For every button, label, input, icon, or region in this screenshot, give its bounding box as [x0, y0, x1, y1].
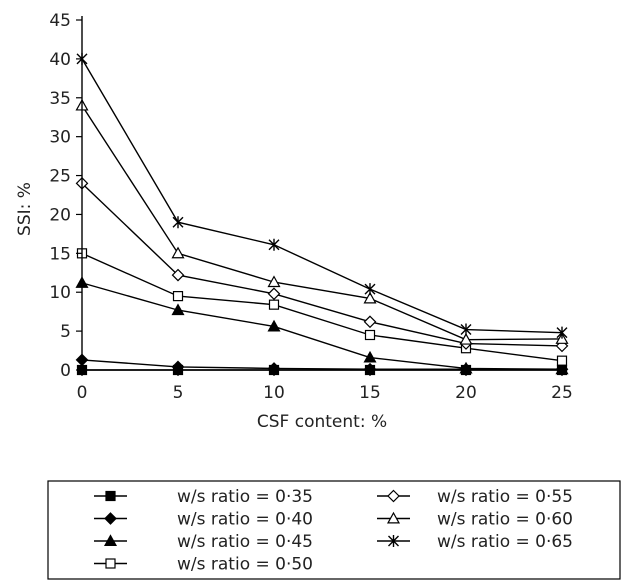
data-point	[268, 238, 280, 251]
legend-box	[47, 480, 621, 580]
y-axis-title: SSI: %	[15, 182, 35, 236]
data-point	[364, 283, 376, 296]
data-point	[460, 323, 472, 336]
legend-item: w/s ratio = 0·35	[94, 487, 313, 507]
legend: w/s ratio = 0·35w/s ratio = 0·40w/s rati…	[47, 480, 621, 580]
data-point	[171, 246, 185, 259]
legend-label: w/s ratio = 0·35	[177, 487, 313, 507]
series-line	[81, 105, 563, 341]
y-tick-label: 40	[49, 50, 71, 70]
legend-label: w/s ratio = 0·55	[437, 487, 573, 507]
series-line	[81, 359, 562, 370]
data-point	[267, 319, 281, 332]
legend-label: w/s ratio = 0·40	[177, 510, 313, 530]
y-tick-label: 0	[60, 361, 71, 381]
data-point	[171, 303, 185, 316]
series-line	[81, 282, 563, 370]
legend-item: w/s ratio = 0·50	[94, 555, 313, 575]
legend-marker	[105, 558, 116, 569]
data-point	[556, 326, 568, 339]
plot-area	[75, 52, 569, 376]
y-tick-label: 5	[60, 322, 71, 342]
x-tick-label: 10	[263, 383, 285, 403]
legend-marker	[104, 512, 117, 525]
data-point	[171, 268, 185, 282]
data-point	[172, 216, 184, 229]
x-tick-label: 0	[77, 383, 88, 403]
data-point	[363, 291, 377, 304]
x-axis-title: CSF content: %	[257, 412, 387, 432]
x-tick-label: 25	[551, 383, 573, 403]
y-tick-label: 35	[49, 89, 71, 109]
series-3	[75, 276, 569, 375]
data-point	[267, 287, 281, 301]
y-tick-label: 10	[49, 283, 71, 303]
legend-item: w/s ratio = 0·55	[377, 487, 573, 507]
data-point	[556, 355, 568, 366]
data-point	[172, 291, 184, 302]
legend-label: w/s ratio = 0·60	[437, 510, 573, 530]
legend-marker	[105, 490, 116, 502]
series-6	[75, 98, 569, 345]
data-point	[363, 350, 377, 363]
series-line	[81, 252, 563, 362]
legend-item: w/s ratio = 0·60	[377, 510, 573, 530]
legend-label: w/s ratio = 0·45	[177, 532, 313, 552]
legend-label: w/s ratio = 0·50	[177, 555, 313, 575]
data-point	[364, 329, 376, 341]
legend-marker	[103, 534, 118, 547]
legend-item: w/s ratio = 0·40	[94, 510, 313, 530]
legend-marker	[388, 535, 399, 547]
y-tick-label: 45	[49, 11, 71, 31]
data-point	[459, 332, 473, 345]
legend-item: w/s ratio = 0·65	[377, 532, 573, 552]
data-point	[363, 315, 377, 329]
x-tick-label: 5	[173, 383, 184, 403]
data-point	[268, 299, 280, 310]
y-tick-label: 20	[49, 205, 71, 225]
x-tick-label: 15	[359, 383, 381, 403]
series-2	[75, 353, 569, 376]
series-5	[75, 176, 569, 353]
legend-marker	[387, 489, 400, 503]
y-tick-label: 30	[49, 128, 71, 148]
legend-marker	[386, 511, 401, 524]
y-tick-label: 25	[49, 167, 71, 187]
series-7	[76, 52, 568, 339]
axes: 0 5 10 15 20 25 30 35 40 45 0 5 10 15 20 25	[49, 11, 572, 403]
series-line	[81, 58, 563, 334]
legend-label: w/s ratio = 0·65	[437, 532, 573, 552]
y-tick-label: 15	[49, 244, 71, 264]
series-line	[81, 182, 563, 347]
x-tick-label: 20	[455, 383, 477, 403]
data-point	[267, 275, 281, 288]
legend-item: w/s ratio = 0·45	[94, 532, 313, 552]
